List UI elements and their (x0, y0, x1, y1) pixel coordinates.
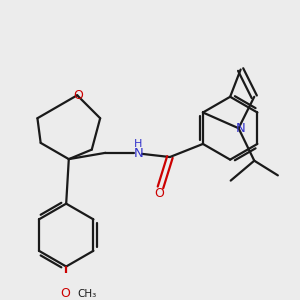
Text: H: H (134, 139, 143, 149)
Text: O: O (73, 89, 83, 102)
Text: CH₃: CH₃ (78, 289, 97, 299)
Text: O: O (154, 187, 164, 200)
Text: O: O (61, 287, 70, 300)
Text: N: N (134, 147, 143, 161)
Text: N: N (235, 122, 245, 135)
